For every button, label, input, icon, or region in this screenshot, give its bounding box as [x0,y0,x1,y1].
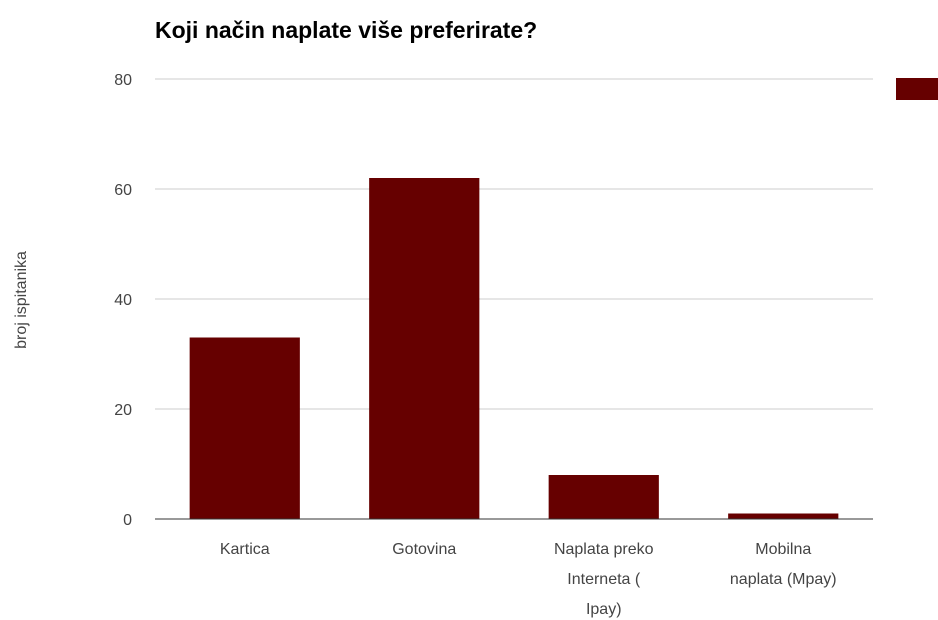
x-tick-label: Kartica [220,541,270,558]
bar [728,513,839,519]
x-tick-label: Gotovina [392,541,456,558]
chart-title: Koji način naplate više preferirate? [155,17,537,43]
y-tick-label: 20 [114,402,132,419]
x-tick-label: Naplata preko Interneta (Ipay) [554,541,654,618]
bar [189,337,300,519]
y-tick-label: 0 [123,512,132,529]
y-tick-label: 40 [114,292,132,309]
bar [369,178,480,519]
legend-swatch [896,78,938,100]
bar [548,475,659,519]
y-axis-label: broj ispitanika [13,251,30,349]
y-tick-label: 60 [114,182,132,199]
x-tick-label: Mobilna naplata (Mpay) [730,541,837,588]
y-tick-label: 80 [114,72,132,89]
